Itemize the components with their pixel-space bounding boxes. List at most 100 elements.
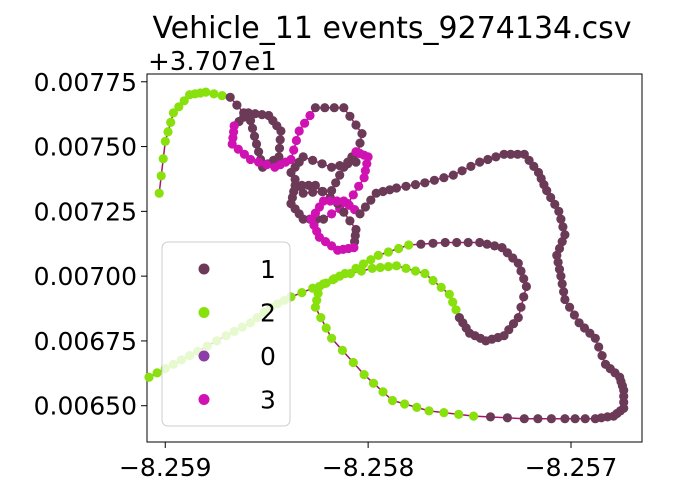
data-point <box>552 250 562 260</box>
data-point <box>557 279 567 289</box>
data-point <box>354 181 364 191</box>
data-point <box>439 408 449 418</box>
data-point <box>391 261 402 271</box>
data-point <box>394 243 404 254</box>
legend-marker <box>198 394 210 405</box>
data-point <box>569 310 580 320</box>
data-point <box>254 147 264 157</box>
data-point <box>239 149 249 159</box>
data-point <box>378 387 388 397</box>
data-point <box>463 237 473 248</box>
data-point <box>345 216 355 226</box>
plot-frame <box>146 73 643 443</box>
legend-label: 2 <box>260 299 276 328</box>
points-layer <box>144 87 629 424</box>
data-point <box>475 237 485 248</box>
data-point <box>339 207 349 217</box>
data-point <box>332 196 342 206</box>
data-point <box>502 413 512 423</box>
data-point <box>451 305 461 315</box>
data-point <box>227 139 237 149</box>
x-tick-label: −8.257 <box>525 453 618 482</box>
data-point <box>348 357 358 368</box>
data-point <box>355 138 365 148</box>
data-point <box>475 157 485 167</box>
data-point <box>428 275 438 286</box>
data-point <box>565 302 575 312</box>
data-point <box>368 378 379 388</box>
data-point <box>428 238 438 248</box>
data-point <box>158 154 168 164</box>
data-point <box>429 175 439 185</box>
data-point <box>329 103 339 113</box>
data-point <box>359 370 369 380</box>
data-point <box>590 414 600 424</box>
x-axis: −8.259 −8.258 −8.257 <box>119 442 617 482</box>
data-point <box>312 295 322 305</box>
data-point <box>483 154 493 165</box>
y-tick-label: 0.00725 <box>34 197 137 226</box>
y-offset-text: +3.707e1 <box>148 47 277 77</box>
data-point <box>154 188 164 198</box>
data-point <box>340 268 350 279</box>
data-point <box>491 152 501 162</box>
legend: 1 2 0 3 <box>161 241 291 427</box>
x-tick-label: −8.258 <box>322 453 415 482</box>
data-point <box>448 170 458 180</box>
data-point <box>262 160 272 170</box>
legend-box <box>161 241 291 427</box>
data-point <box>275 135 285 145</box>
data-point <box>367 263 377 273</box>
data-point <box>339 103 349 113</box>
data-point <box>335 170 345 180</box>
data-point <box>351 263 361 273</box>
data-point <box>318 186 328 197</box>
data-point <box>331 178 341 188</box>
data-point <box>318 214 329 224</box>
data-point <box>321 323 331 333</box>
data-point <box>560 414 570 424</box>
data-point <box>444 289 454 299</box>
y-tick-label: 0.00675 <box>34 327 137 356</box>
data-point <box>482 239 492 249</box>
data-point <box>401 263 411 273</box>
data-point <box>424 406 434 416</box>
data-point <box>325 196 335 206</box>
data-point <box>209 89 219 99</box>
legend-marker <box>198 307 210 318</box>
data-point <box>554 243 565 254</box>
data-point <box>298 188 308 198</box>
data-point <box>274 152 284 162</box>
data-point <box>357 129 367 139</box>
data-point <box>297 180 307 190</box>
data-point <box>490 241 500 251</box>
data-point <box>318 279 329 289</box>
data-point <box>300 118 310 128</box>
data-point <box>329 274 339 284</box>
data-point <box>251 139 262 149</box>
data-point <box>166 117 176 127</box>
data-point <box>297 288 307 298</box>
legend-label: 1 <box>260 255 276 284</box>
data-point <box>152 368 162 378</box>
data-point <box>316 313 326 323</box>
data-point <box>310 302 320 312</box>
data-point <box>201 87 211 97</box>
data-point <box>308 155 318 165</box>
data-point <box>362 159 372 169</box>
data-point <box>179 96 189 106</box>
data-point <box>144 372 154 382</box>
data-point <box>291 135 301 146</box>
data-point <box>516 266 526 276</box>
data-point <box>448 297 458 307</box>
data-point <box>351 120 361 130</box>
data-point <box>363 152 373 162</box>
data-point <box>499 149 509 159</box>
data-point <box>554 206 564 216</box>
y-tick-label: 0.00700 <box>34 262 137 291</box>
data-point <box>420 268 430 279</box>
y-axis: 0.00650 0.00675 0.00700 0.00725 0.00750 0.007… <box>34 68 147 421</box>
data-point <box>420 178 430 188</box>
data-point <box>391 183 402 193</box>
data-point <box>513 149 523 159</box>
